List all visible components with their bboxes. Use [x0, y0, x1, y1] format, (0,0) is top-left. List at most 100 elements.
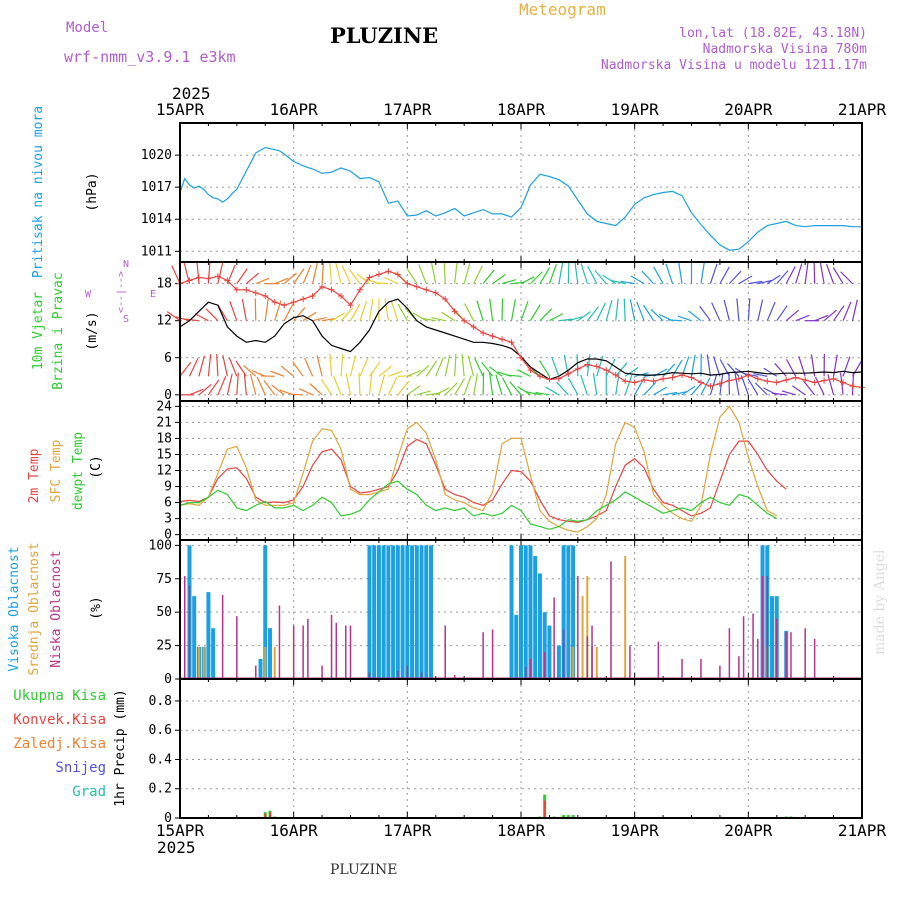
precip-legend-0: Ukupna Kisa	[13, 688, 106, 704]
bar-niska	[790, 632, 792, 679]
gust-marker	[726, 377, 733, 384]
wind-direction-arrow	[506, 374, 522, 377]
wind-direction-arrow	[406, 267, 418, 284]
wind-direction-arrow	[766, 301, 776, 321]
gust-marker	[631, 379, 638, 386]
wind-direction-arrow	[516, 369, 531, 377]
wind-direction-arrow	[672, 391, 687, 396]
wind-direction-arrow	[747, 298, 751, 321]
y-tick-label: 0.4	[149, 752, 173, 767]
bar-niska	[804, 628, 806, 679]
wind-direction-arrow	[517, 385, 531, 396]
wind-direction-arrow	[216, 353, 219, 377]
x-tick-label-bottom: 20APR	[724, 821, 773, 840]
gust-marker	[593, 363, 600, 370]
wind-direction-arrow	[615, 362, 628, 377]
wind-direction-arrow	[772, 392, 787, 396]
gust-marker	[527, 367, 534, 374]
wind-direction-arrow	[662, 391, 678, 396]
temp-unit-label: (C)	[89, 455, 104, 478]
wind-direction-arrow	[406, 385, 421, 396]
gust-marker	[319, 283, 326, 290]
bar-niska	[785, 632, 787, 679]
wind-unit-label: (m/s)	[85, 311, 100, 350]
wind-direction-arrow	[481, 361, 494, 377]
compass-west: W	[85, 289, 92, 300]
bar-srednja	[264, 646, 267, 679]
wind-direction-arrow	[293, 307, 306, 322]
wind-direction-arrow	[207, 379, 220, 396]
bar-niska	[278, 605, 281, 679]
gust-marker	[470, 323, 477, 330]
wind-direction-arrow	[712, 356, 721, 377]
wind-direction-arrow	[359, 357, 369, 377]
compass-east: E	[150, 289, 156, 300]
wind-direction-arrow	[416, 364, 430, 377]
wind-direction-arrow	[826, 264, 835, 284]
wind-label: 10m Vjetar	[31, 292, 46, 370]
bar-konvek-kisa	[543, 800, 546, 818]
wind-direction-arrow	[636, 301, 645, 321]
gust-marker	[802, 376, 809, 383]
bar-srednja	[197, 646, 200, 679]
y-tick-label: 12	[156, 464, 172, 479]
wind-direction-arrow	[189, 388, 204, 396]
gust-marker	[660, 375, 667, 382]
wind-direction-arrow	[774, 363, 787, 377]
wind-direction-arrow	[740, 375, 749, 396]
wind-direction-arrow	[699, 305, 711, 322]
gust-marker	[821, 377, 828, 384]
x-tick-label-bottom: 19APR	[611, 821, 660, 840]
gust-marker	[811, 379, 818, 386]
bar-niska	[738, 656, 740, 679]
bar-srednja	[273, 646, 276, 679]
gust-marker	[404, 280, 411, 287]
wind-direction-arrow	[736, 298, 740, 321]
wind-direction-arrow	[510, 299, 516, 321]
y-tick-label: 0	[164, 388, 172, 403]
wind-direction-arrow	[264, 298, 269, 321]
x-tick-label-bottom: 18APR	[497, 821, 546, 840]
wind-direction-arrow	[795, 263, 803, 284]
wind-direction-arrow	[463, 375, 472, 396]
gust-marker	[584, 361, 591, 368]
wind-direction-arrow	[587, 266, 598, 284]
bar-visoka	[547, 625, 552, 679]
wind-direction-arrow	[580, 263, 588, 284]
wind-direction-arrow	[482, 269, 495, 284]
gust-marker	[432, 289, 439, 296]
gust-marker	[328, 286, 335, 293]
wind-direction-arrow	[302, 264, 312, 284]
wind-direction-arrow	[709, 263, 718, 284]
wind-direction-arrow	[592, 372, 598, 395]
bar-visoka	[395, 545, 400, 679]
bar-ukupna-kisa	[571, 815, 575, 818]
bar-niska	[302, 625, 304, 679]
wind-direction-arrow	[431, 316, 446, 322]
wind-direction-arrow	[577, 311, 591, 322]
gust-marker	[536, 373, 543, 380]
wind-direction-arrow	[236, 268, 248, 284]
model-name: wrf-nmm_v3.9.1 e3km	[64, 48, 236, 66]
y-tick-label: 0.2	[149, 782, 172, 797]
bar-niska	[766, 576, 769, 679]
bar-visoka	[419, 545, 424, 679]
wind-direction-arrow	[245, 272, 260, 285]
wind-direction-arrow	[166, 311, 181, 322]
y-tick-label: 0.8	[149, 694, 172, 709]
wind-direction-arrow	[489, 372, 494, 395]
wind-direction-arrow	[179, 361, 192, 377]
y-tick-label: 0.6	[149, 723, 172, 738]
gust-marker	[849, 383, 856, 390]
temp2m-label: 2m Temp	[27, 448, 42, 503]
bar-niska	[221, 594, 224, 679]
wind-direction-arrow	[763, 367, 778, 377]
wind-direction-arrow	[194, 313, 209, 322]
precip-legend-2: Zaledj.Kisa	[13, 736, 106, 752]
bar-niska	[330, 614, 333, 679]
wind-direction-arrow	[184, 318, 200, 322]
gust-marker	[394, 271, 401, 278]
wind-direction-arrow	[690, 354, 696, 377]
sfc-temp-label: SFC Temp	[49, 440, 64, 503]
